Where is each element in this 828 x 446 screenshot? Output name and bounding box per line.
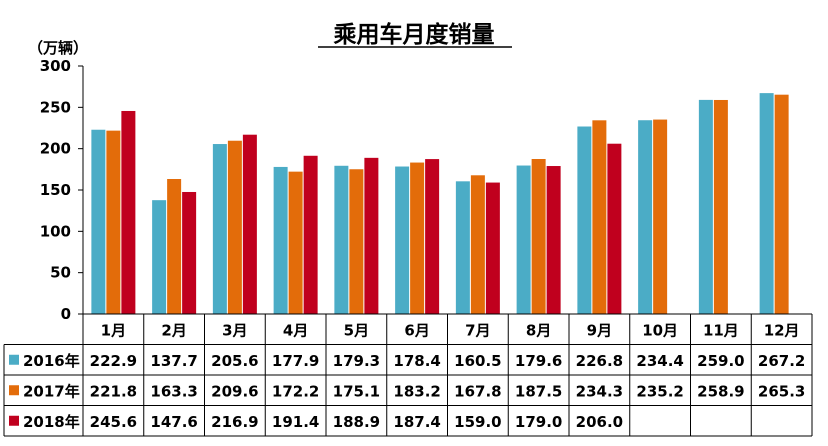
data-label: 159.0 [454,413,501,431]
data-label: 259.0 [697,352,744,370]
bar [212,144,227,314]
data-label: 205.6 [211,352,258,370]
legend-label: 2018年 [23,413,80,431]
data-label: 234.4 [636,352,683,370]
data-label: 160.5 [454,352,501,370]
category-label: 6月 [404,321,429,339]
chart-title: 乘用车月度销量 [333,21,495,48]
data-label: 235.2 [636,382,683,400]
data-label: 177.9 [272,352,319,370]
axes: 0 50 100 150 200 250 300 [40,57,84,323]
data-label: 265.3 [758,382,805,400]
legend-swatch [9,385,19,396]
bar [152,200,167,314]
y-tick-label: 150 [40,181,71,199]
bar [273,166,288,314]
bar [425,159,440,314]
bar [334,165,349,314]
bar [121,110,136,314]
bar [455,181,470,314]
data-label: 147.6 [150,413,197,431]
y-tick-label: 100 [40,222,71,240]
data-label: 216.9 [211,413,258,431]
bar [167,179,182,314]
bar [546,166,561,314]
bar [516,165,531,314]
category-label: 7月 [465,321,490,339]
data-label: 206.0 [576,413,623,431]
category-label: 5月 [344,321,369,339]
data-label: 167.8 [454,382,501,400]
bar [592,120,607,314]
data-label: 179.0 [515,413,562,431]
category-label: 12月 [764,321,800,339]
category-label: 3月 [222,321,247,339]
data-label: 172.2 [272,382,319,400]
bar [227,140,242,314]
bar [485,182,500,314]
bar [242,134,257,314]
data-label: 234.3 [576,382,623,400]
data-label: 226.8 [576,352,623,370]
data-label: 267.2 [758,352,805,370]
data-label: 137.7 [150,352,197,370]
data-label: 179.6 [515,352,562,370]
legend-label: 2017年 [23,382,80,400]
data-label: 187.4 [393,413,440,431]
bar [410,162,425,314]
bar [91,129,106,314]
bar [470,175,485,314]
data-label: 191.4 [272,413,319,431]
bars [91,93,789,315]
y-axis-unit-label: （万辆） [28,39,88,57]
data-label: 183.2 [393,382,440,400]
bar [607,143,622,314]
data-table: 1月 2月 3月 4月 5月 6月 7月 8月 9月 10月 11月 12月 2016年 222.9 137… [3,313,813,437]
data-label: 188.9 [333,413,380,431]
y-tick-label: 50 [50,264,71,282]
bar [182,191,197,314]
bar [713,99,728,314]
legend-label: 2016年 [23,352,80,370]
category-label: 8月 [526,321,551,339]
bar [774,94,789,314]
bar [288,171,303,314]
category-label: 4月 [283,321,308,339]
legend-swatch [9,354,19,365]
category-label: 10月 [642,321,678,339]
legend-swatch [9,415,19,426]
data-label: 178.4 [393,352,440,370]
data-label: 245.6 [90,413,137,431]
y-tick-label: 0 [61,305,71,323]
bar [638,120,653,314]
y-tick-label: 250 [40,98,71,116]
category-label: 11月 [703,321,739,339]
category-label: 2月 [161,321,186,339]
bar [364,157,379,314]
y-tick-label: 300 [40,57,71,75]
bar [577,126,592,315]
bar [395,166,410,314]
bar [106,130,121,314]
data-label: 179.3 [333,352,380,370]
data-label: 258.9 [697,382,744,400]
bar [531,159,546,314]
bar [698,99,713,314]
data-label: 222.9 [90,352,137,370]
data-label: 163.3 [150,382,197,400]
data-label: 221.8 [90,382,137,400]
category-label: 1月 [101,321,126,339]
y-tick-label: 200 [40,140,71,158]
bar [303,155,318,314]
data-label: 187.5 [515,382,562,400]
bar [759,93,774,314]
data-label: 175.1 [333,382,380,400]
bar [653,119,668,315]
category-label: 9月 [587,321,612,339]
bar [349,169,364,314]
data-label: 209.6 [211,382,258,400]
